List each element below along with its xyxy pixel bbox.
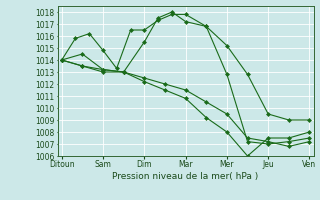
X-axis label: Pression niveau de la mer( hPa ): Pression niveau de la mer( hPa )	[112, 172, 259, 181]
